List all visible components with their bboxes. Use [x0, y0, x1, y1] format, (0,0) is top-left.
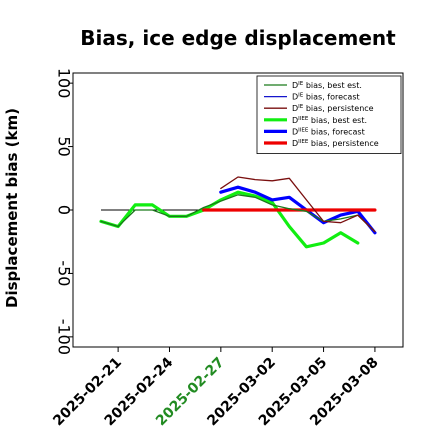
legend-label: DIE bias, persistence: [292, 104, 374, 113]
legend-label: DIIEE bias, persistence: [292, 139, 379, 148]
legend-label: DIIEE bias, best est.: [292, 116, 367, 125]
legend-box: [256, 75, 402, 154]
y-tick-label: 0: [55, 205, 74, 215]
y-tick-label: 100: [55, 68, 74, 99]
legend-label: DIE bias, forecast: [292, 93, 360, 102]
series-line: [99, 190, 360, 249]
legend-label: DIIEE bias, forecast: [292, 127, 365, 136]
legend-label: DIE bias, best est.: [292, 81, 362, 90]
series-line: [220, 176, 376, 233]
series-line: [219, 185, 377, 235]
y-axis-label: Displacement bias (km): [3, 108, 21, 308]
series-line: [100, 194, 376, 233]
y-tick-label: -100: [55, 319, 74, 355]
chart-title: Bias, ice edge displacement: [80, 26, 396, 50]
y-tick-label: 50: [55, 136, 74, 156]
y-tick-label: -50: [55, 260, 74, 286]
